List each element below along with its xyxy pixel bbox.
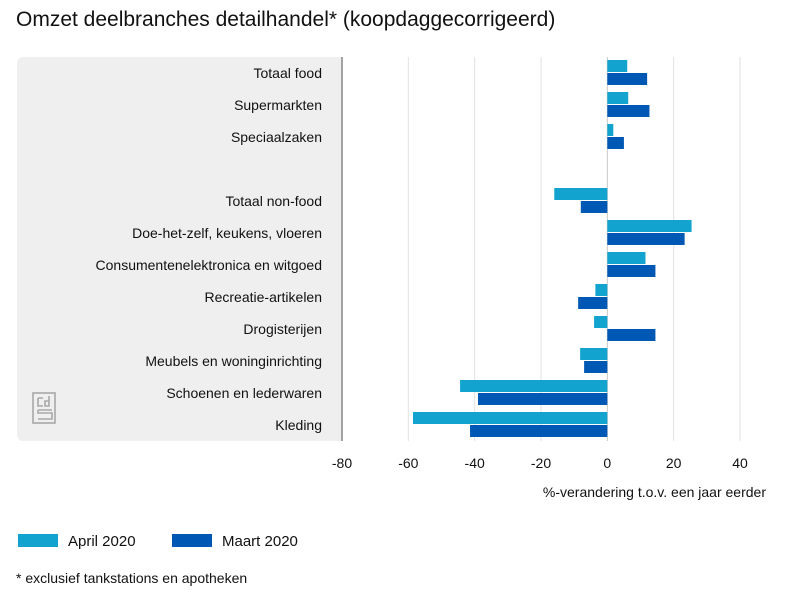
bar-april	[412, 412, 608, 424]
category-label: Schoenen en lederwaren	[166, 385, 322, 401]
category-label: Supermarkten	[234, 97, 322, 113]
category-label: Drogisterijen	[243, 321, 322, 337]
bar-maart	[477, 393, 608, 405]
category-label: Totaal food	[254, 65, 323, 81]
x-tick-label: 40	[732, 455, 748, 471]
x-tick-label: -20	[531, 455, 551, 471]
category-label: Speciaalzaken	[231, 129, 322, 145]
bar-maart	[607, 329, 656, 341]
bar-maart	[607, 105, 650, 117]
legend-label: April 2020	[68, 533, 136, 550]
bar-april	[580, 348, 608, 360]
legend-item-maart: Maart 2020	[172, 533, 298, 550]
category-label: Recreatie-artikelen	[205, 289, 323, 305]
bar-maart	[607, 233, 685, 245]
bar-maart	[607, 137, 624, 149]
legend-label: Maart 2020	[222, 533, 298, 550]
cbs-logo	[32, 392, 56, 424]
category-label: Meubels en woninginrichting	[145, 353, 322, 369]
x-tick-label: 0	[603, 455, 611, 471]
label-panel	[17, 57, 341, 441]
bar-april	[607, 252, 646, 264]
bar-april	[595, 284, 608, 296]
category-label: Totaal non-food	[225, 193, 322, 209]
bar-maart	[584, 361, 608, 373]
x-tick-label: -60	[398, 455, 418, 471]
bar-april	[607, 60, 628, 72]
x-axis-label: %-verandering t.o.v. een jaar eerder	[543, 484, 766, 500]
footnote: * exclusief tankstations en apotheken	[16, 570, 248, 586]
bar-april	[460, 380, 608, 392]
x-tick-label: 20	[666, 455, 682, 471]
category-label: Kleding	[275, 417, 322, 433]
bar-april	[554, 188, 608, 200]
legend-item-april: April 2020	[18, 533, 136, 550]
x-tick-label: -80	[332, 455, 352, 471]
category-label: Consumentenelektronica en witgoed	[96, 257, 322, 273]
bar-maart	[607, 73, 648, 85]
category-label: Doe-het-zelf, keukens, vloeren	[132, 225, 322, 241]
bar-april	[594, 316, 608, 328]
bar-april	[607, 220, 692, 232]
chart-title: Omzet deelbranches detailhandel* (koopda…	[16, 8, 556, 31]
bar-maart	[607, 265, 656, 277]
legend-swatch	[18, 534, 58, 547]
bar-maart	[580, 201, 608, 213]
bar-maart	[470, 425, 608, 437]
bar-april	[607, 92, 629, 104]
bar-april	[607, 124, 614, 136]
x-tick-label: -40	[465, 455, 485, 471]
bar-maart	[578, 297, 608, 309]
legend-swatch	[172, 534, 212, 547]
